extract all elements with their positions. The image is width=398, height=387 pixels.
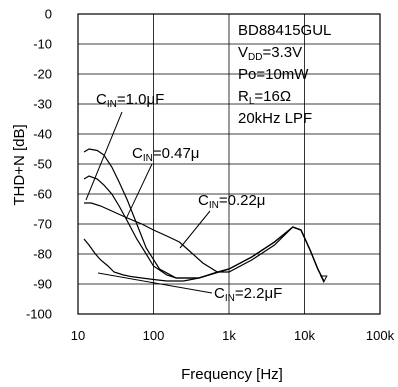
- x-tick-labels: 10 100 1k 10k 100k: [71, 328, 395, 343]
- series-annotations: CIN=1.0μF CIN=0.47μ CIN=0.22μ CIN=2.2μF: [85, 91, 282, 304]
- series-lines: [83, 148, 328, 284]
- info-line: 20kHz LPF: [238, 110, 312, 127]
- x-tick-label: 10k: [294, 328, 315, 343]
- y-tick-label: 0: [45, 7, 52, 22]
- series-label: CIN=2.2μF: [214, 285, 282, 304]
- y-tick-labels: 0 -10 -20 -30 -40 -50 -60 -70 -80 -90 -100: [26, 7, 52, 322]
- y-tick-label: -60: [33, 187, 52, 202]
- annotation-leader-line: [97, 272, 213, 294]
- info-line: VDD=3.3V: [238, 44, 302, 63]
- y-tick-label: -80: [33, 247, 52, 262]
- info-line: BD88415GUL: [238, 22, 331, 39]
- series-label: CIN=0.47μ: [132, 145, 199, 164]
- x-tick-label: 100: [143, 328, 165, 343]
- y-tick-label: -40: [33, 127, 52, 142]
- series-end-marker: [319, 275, 328, 284]
- x-tick-label: 10: [71, 328, 85, 343]
- annotation-leader-line: [125, 163, 153, 220]
- y-axis-title: THD+N [dB]: [11, 124, 28, 205]
- series-label: CIN=0.22μ: [198, 192, 265, 211]
- y-tick-label: -90: [33, 277, 52, 292]
- y-tick-label: -70: [33, 217, 52, 232]
- series-line: [84, 202, 325, 282]
- y-tick-label: -20: [33, 67, 52, 82]
- info-line: Po=10mW: [238, 66, 309, 83]
- series-line: [83, 226, 325, 282]
- info-line: RL=16Ω: [238, 88, 291, 107]
- x-axis-title: Frequency [Hz]: [181, 366, 283, 383]
- x-tick-label: 1k: [222, 328, 236, 343]
- annotation-leader-line: [85, 111, 123, 201]
- series-label: CIN=1.0μF: [96, 91, 164, 110]
- y-tick-label: -100: [26, 307, 52, 322]
- condition-info: BD88415GUL VDD=3.3V Po=10mW RL=16Ω 20kHz LPF: [238, 22, 331, 127]
- annotation-leader-line: [179, 210, 211, 249]
- plot-frame: [77, 13, 381, 315]
- y-tick-label: -50: [33, 157, 52, 172]
- y-tick-label: -30: [33, 97, 52, 112]
- x-tick-label: 100k: [366, 328, 395, 343]
- y-tick-label: -10: [33, 37, 52, 52]
